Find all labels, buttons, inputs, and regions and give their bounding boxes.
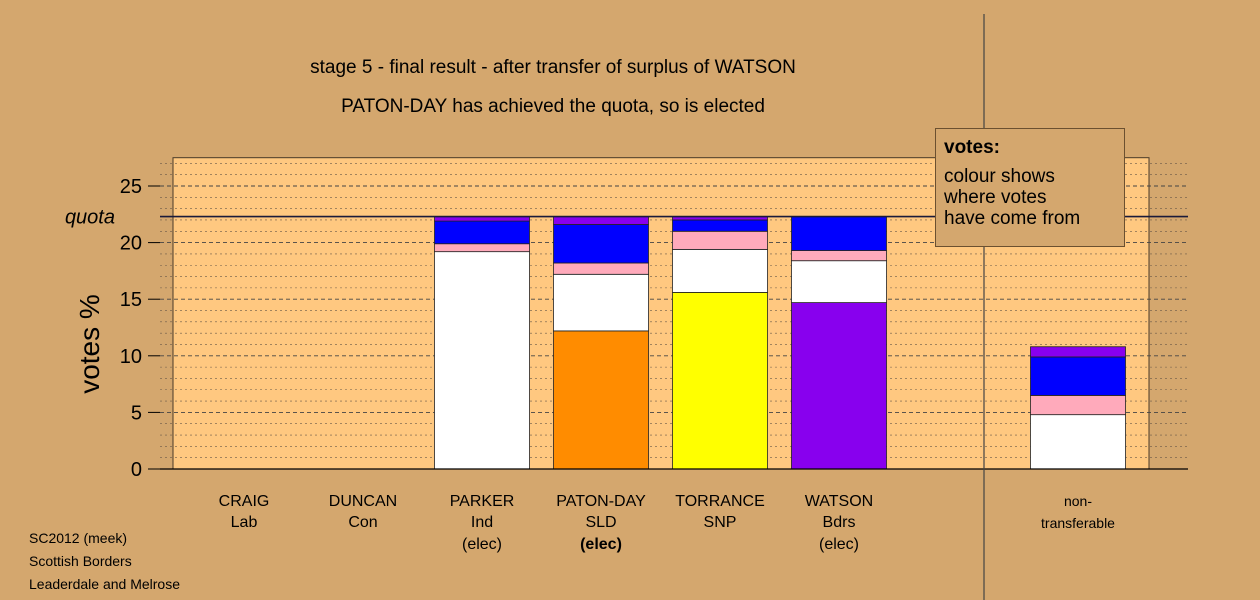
x-label-name: PATON-DAY (556, 493, 646, 510)
bar-segment-parker-from-parker (434, 251, 530, 470)
x-label-party: Ind (471, 514, 493, 531)
bar-segment-torrance-from-duncan (672, 219, 768, 232)
bar-segment-paton-day-from-paton-day (553, 330, 649, 470)
x-label-name: non- (1064, 493, 1092, 509)
bar-segment-torrance-from-craig (672, 230, 768, 250)
bar-segment-watson-from-watson (791, 302, 887, 470)
x-label-name: DUNCAN (329, 493, 397, 510)
y-tick-label: 15 (120, 289, 142, 311)
bar-segment-watson-from-craig (791, 250, 887, 262)
y-tick-label: 25 (120, 176, 142, 198)
bar-segment-parker-from-duncan (434, 220, 530, 245)
legend-text-line: colour shows (944, 166, 1055, 187)
chart-subtitle: PATON-DAY has achieved the quota, so is … (341, 96, 765, 117)
footnote-method: SC2012 (meek) (29, 530, 128, 546)
bar-stacks (434, 216, 1126, 470)
y-tick-label: 5 (131, 402, 142, 424)
x-label-party: Con (348, 514, 377, 531)
bar-segment-paton-day-from-watson (553, 216, 649, 225)
y-tick-label: 10 (120, 346, 142, 368)
y-axis-label: votes % (74, 294, 105, 394)
x-axis-labels: CRAIG Lab DUNCAN Con PARKER Ind (elec) PATON-DA… (219, 493, 1116, 553)
y-tick-label: 0 (131, 459, 142, 481)
legend-text-line: where votes (944, 187, 1047, 208)
bar-segment-non--from-craig (1030, 395, 1126, 416)
x-label-name: WATSON (805, 493, 873, 510)
chart-title: stage 5 - final result - after transfer … (310, 57, 796, 78)
bar-segment-paton-day-from-duncan (553, 224, 649, 264)
y-tick-label: 20 (120, 233, 142, 255)
y-axis: 0 5 10 15 20 25 (120, 176, 160, 481)
quota-label: quota (65, 207, 115, 229)
x-label-name: TORRANCE (675, 493, 765, 510)
legend-text-line: have come from (944, 208, 1081, 229)
x-label-status: (elec) (580, 536, 622, 553)
bar-segment-paton-day-from-craig (553, 262, 649, 275)
x-label-party: Bdrs (823, 514, 856, 531)
bar-segment-watson-from-duncan (791, 216, 887, 251)
x-label-status: (elec) (819, 536, 859, 553)
bar-segment-parker-from-craig (434, 243, 530, 253)
x-label-party: transferable (1041, 515, 1115, 531)
footnote-council: Scottish Borders (29, 553, 132, 569)
bar-segment-non--from-parker (1030, 414, 1126, 470)
x-label-name: PARKER (450, 493, 515, 510)
bar-segment-non--from-duncan (1030, 356, 1126, 396)
x-label-name: CRAIG (219, 493, 270, 510)
x-label-status: (elec) (462, 536, 502, 553)
bar-segment-paton-day-from-parker (553, 273, 649, 332)
x-label-party: SLD (585, 514, 616, 531)
footnote-ward: Leaderdale and Melrose (29, 576, 180, 592)
bar-segment-watson-from-parker (791, 260, 887, 303)
legend-box: votes: colour shows where votes have com… (935, 128, 1125, 247)
bar-segment-non--from-watson (1030, 346, 1126, 358)
bar-segment-torrance-from-torrance (672, 292, 768, 470)
bar-segment-torrance-from-parker (672, 248, 768, 293)
x-label-party: Lab (231, 514, 258, 531)
x-label-party: SNP (704, 514, 737, 531)
legend-title: votes: (944, 137, 1000, 158)
